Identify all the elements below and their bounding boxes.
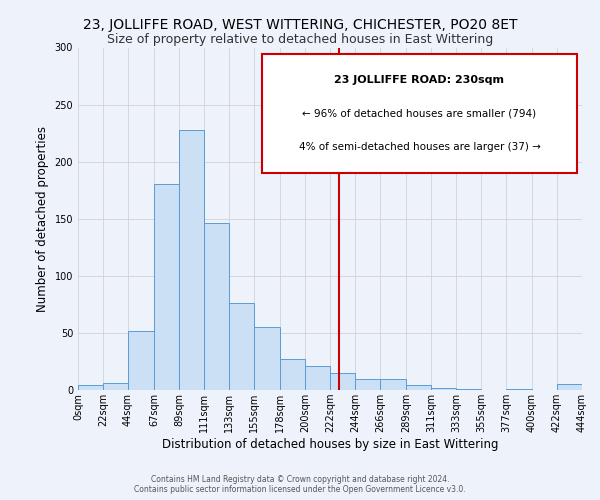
Text: Contains HM Land Registry data © Crown copyright and database right 2024.
Contai: Contains HM Land Registry data © Crown c… xyxy=(134,474,466,494)
X-axis label: Distribution of detached houses by size in East Wittering: Distribution of detached houses by size … xyxy=(162,438,498,451)
Text: 23 JOLLIFFE ROAD: 230sqm: 23 JOLLIFFE ROAD: 230sqm xyxy=(334,76,505,86)
Bar xyxy=(78,386,103,390)
Bar xyxy=(179,130,204,390)
Bar xyxy=(431,388,456,390)
Text: ← 96% of detached houses are smaller (794): ← 96% of detached houses are smaller (79… xyxy=(302,108,536,118)
Bar xyxy=(406,386,431,390)
Bar xyxy=(380,378,406,390)
Bar xyxy=(280,359,305,390)
Bar xyxy=(204,224,229,390)
Bar xyxy=(557,384,582,390)
Bar xyxy=(103,383,128,390)
Bar xyxy=(456,389,481,390)
Bar xyxy=(305,366,330,390)
Bar xyxy=(506,389,532,390)
Y-axis label: Number of detached properties: Number of detached properties xyxy=(36,126,49,312)
Bar xyxy=(355,378,380,390)
Text: Size of property relative to detached houses in East Wittering: Size of property relative to detached ho… xyxy=(107,32,493,46)
Bar xyxy=(128,330,154,390)
Bar xyxy=(229,303,254,390)
Text: 23, JOLLIFFE ROAD, WEST WITTERING, CHICHESTER, PO20 8ET: 23, JOLLIFFE ROAD, WEST WITTERING, CHICH… xyxy=(83,18,517,32)
Bar xyxy=(330,373,355,390)
Text: 4% of semi-detached houses are larger (37) →: 4% of semi-detached houses are larger (3… xyxy=(299,142,541,152)
Bar xyxy=(154,184,179,390)
FancyBboxPatch shape xyxy=(262,54,577,172)
Bar xyxy=(254,327,280,390)
